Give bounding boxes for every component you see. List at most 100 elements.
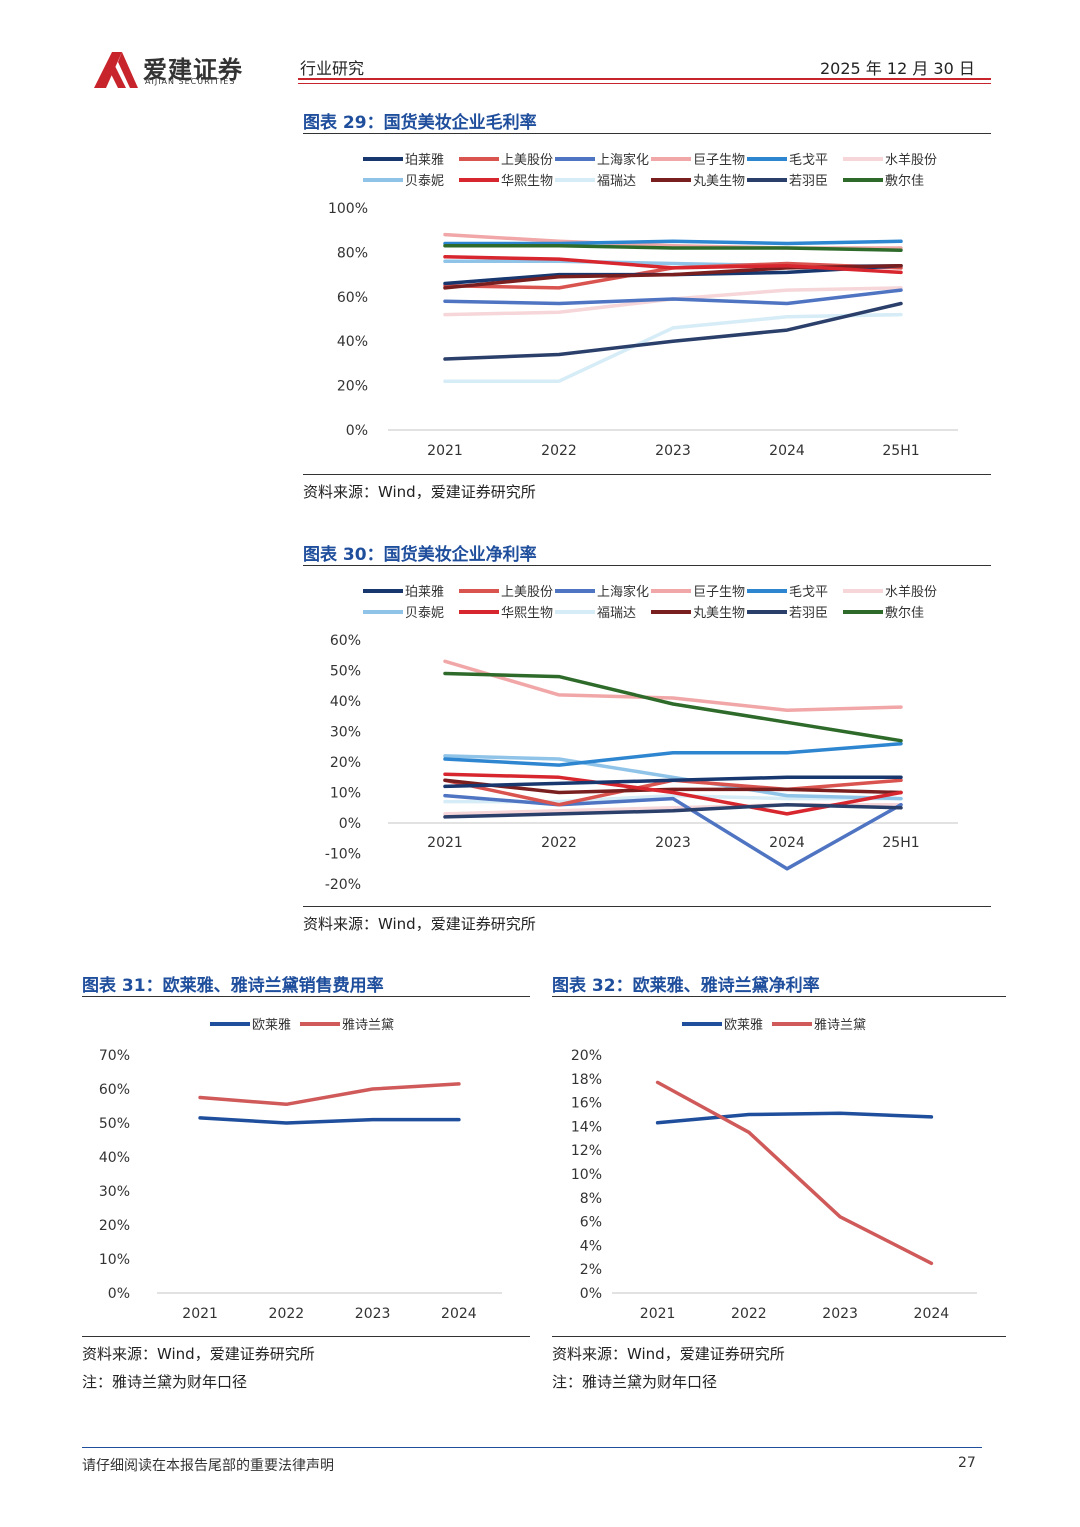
x-tick-label: 2024 — [769, 835, 805, 851]
legend-label: 欧莱雅 — [252, 1018, 291, 1033]
y-tick-label: 0% — [346, 423, 368, 439]
chart-30-bottom-rule — [303, 906, 991, 907]
series-line — [443, 778, 903, 795]
y-tick-label: 20% — [337, 379, 368, 395]
legend-label: 华熙生物 — [501, 606, 553, 621]
y-tick-label: 50% — [330, 664, 361, 680]
y-tick-label: 80% — [337, 245, 368, 261]
page-number: 27 — [958, 1455, 976, 1471]
y-tick-label: 20% — [99, 1218, 130, 1234]
series-line — [443, 312, 903, 383]
header-section: 行业研究 — [300, 59, 365, 78]
y-tick-label: 50% — [99, 1116, 130, 1132]
y-tick-label: 4% — [580, 1238, 602, 1254]
chart-31-note: 注：雅诗兰黛为财年口径 — [82, 1373, 248, 1391]
x-tick-label: 2022 — [541, 443, 577, 459]
legend-label: 福瑞达 — [597, 606, 636, 621]
chart-29-top-rule — [303, 133, 991, 134]
y-tick-label: 20% — [330, 755, 361, 771]
series-line — [443, 775, 903, 789]
legend-label: 华熙生物 — [501, 174, 553, 189]
x-tick-label: 2023 — [822, 1306, 858, 1322]
chart-32-note: 注：雅诗兰黛为财年口径 — [552, 1373, 718, 1391]
legend-label: 贝泰妮 — [405, 174, 444, 189]
footer-rule — [82, 1447, 982, 1448]
x-tick-label: 2023 — [655, 835, 691, 851]
x-tick-label: 2023 — [355, 1306, 391, 1322]
x-tick-label: 2023 — [655, 443, 691, 459]
x-tick-label: 2021 — [182, 1306, 218, 1322]
legend-label: 敷尔佳 — [885, 174, 924, 189]
series-line — [198, 1082, 461, 1107]
x-tick-label: 2024 — [769, 443, 805, 459]
legend-label: 毛戈平 — [789, 153, 828, 168]
chart-30-title: 图表 30：国货美妆企业净利率 — [303, 545, 537, 565]
y-tick-label: 30% — [99, 1184, 130, 1200]
y-tick-label: 40% — [337, 334, 368, 350]
x-tick-label: 25H1 — [882, 443, 919, 459]
legend-label: 雅诗兰黛 — [342, 1018, 394, 1033]
series-line — [443, 741, 903, 767]
legend-label: 上美股份 — [501, 585, 553, 600]
y-tick-label: 10% — [99, 1252, 130, 1268]
chart-32-bottom-rule — [552, 1336, 1006, 1337]
series-line — [443, 754, 903, 801]
chart-32-source: 资料来源：Wind，爱建证券研究所 — [552, 1345, 785, 1363]
legend-label: 雅诗兰黛 — [814, 1018, 866, 1033]
legend-label: 贝泰妮 — [405, 606, 444, 621]
y-tick-label: 14% — [571, 1119, 602, 1135]
legend-label: 水羊股份 — [885, 584, 937, 600]
y-tick-label: 40% — [99, 1150, 130, 1166]
x-tick-label: 2022 — [731, 1306, 767, 1322]
legend-label: 上美股份 — [501, 153, 553, 168]
legend-label: 水羊股份 — [885, 152, 937, 168]
x-tick-label: 2024 — [441, 1306, 477, 1322]
chart-30-top-rule — [303, 565, 991, 566]
chart-31-bottom-rule — [82, 1336, 530, 1337]
chart-29: 0% 20% 40% 60% 80% 100% 2021 2022 2023 2024 25H1 珀莱… — [328, 152, 958, 459]
x-tick-label: 2021 — [427, 835, 463, 851]
x-tick-label: 2021 — [640, 1306, 676, 1322]
legend-label: 敷尔佳 — [885, 606, 924, 621]
y-tick-label: 0% — [580, 1286, 602, 1302]
series-line — [443, 793, 903, 871]
y-tick-label: 10% — [571, 1167, 602, 1183]
x-tick-label: 25H1 — [882, 835, 919, 851]
y-tick-label: 18% — [571, 1072, 602, 1088]
x-tick-label: 2022 — [541, 835, 577, 851]
legend-label: 珀莱雅 — [405, 153, 444, 168]
legend-label: 若羽臣 — [789, 173, 828, 189]
brand-logo — [92, 50, 140, 90]
chart-32-title: 图表 32：欧莱雅、雅诗兰黛净利率 — [552, 976, 820, 996]
footer-disclaimer: 请仔细阅读在本报告尾部的重要法律声明 — [82, 1458, 334, 1474]
legend-label: 珀莱雅 — [405, 585, 444, 600]
legend-label: 欧莱雅 — [724, 1018, 763, 1033]
y-tick-label: 60% — [99, 1082, 130, 1098]
series-line — [443, 802, 903, 819]
y-tick-label: 60% — [330, 633, 361, 649]
brand-name: 爱建证券 — [143, 56, 243, 84]
legend-label: 福瑞达 — [597, 174, 636, 189]
chart-29-bottom-rule — [303, 474, 991, 475]
header-rule-thin — [298, 83, 991, 84]
y-tick-label: 60% — [337, 290, 368, 306]
y-tick-label: 12% — [571, 1143, 602, 1159]
y-tick-label: 40% — [330, 694, 361, 710]
series-line — [655, 1111, 934, 1125]
series-line — [443, 243, 903, 252]
legend-label: 丸美生物 — [693, 174, 745, 189]
chart-31-source: 资料来源：Wind，爱建证券研究所 — [82, 1345, 315, 1363]
chart-29-source: 资料来源：Wind，爱建证券研究所 — [303, 483, 536, 501]
y-tick-label: 10% — [330, 786, 361, 802]
series-line — [655, 1080, 934, 1266]
legend-label: 上海家化 — [597, 584, 649, 600]
chart-32: 0% 2% 4% 6% 8% 10% 12% 14% 16% 18% 20% 2021 2022 2023… — [571, 1018, 977, 1322]
y-tick-label: 20% — [571, 1048, 602, 1064]
legend-label: 上海家化 — [597, 152, 649, 168]
x-tick-label: 2022 — [269, 1306, 305, 1322]
y-tick-label: 0% — [108, 1286, 130, 1302]
brand-name-en: AIJIAN SECURITIES — [145, 77, 236, 86]
y-tick-label: 6% — [580, 1215, 602, 1231]
chart-31-title: 图表 31：欧莱雅、雅诗兰黛销售费用率 — [82, 976, 384, 996]
legend-label: 若羽臣 — [789, 605, 828, 621]
